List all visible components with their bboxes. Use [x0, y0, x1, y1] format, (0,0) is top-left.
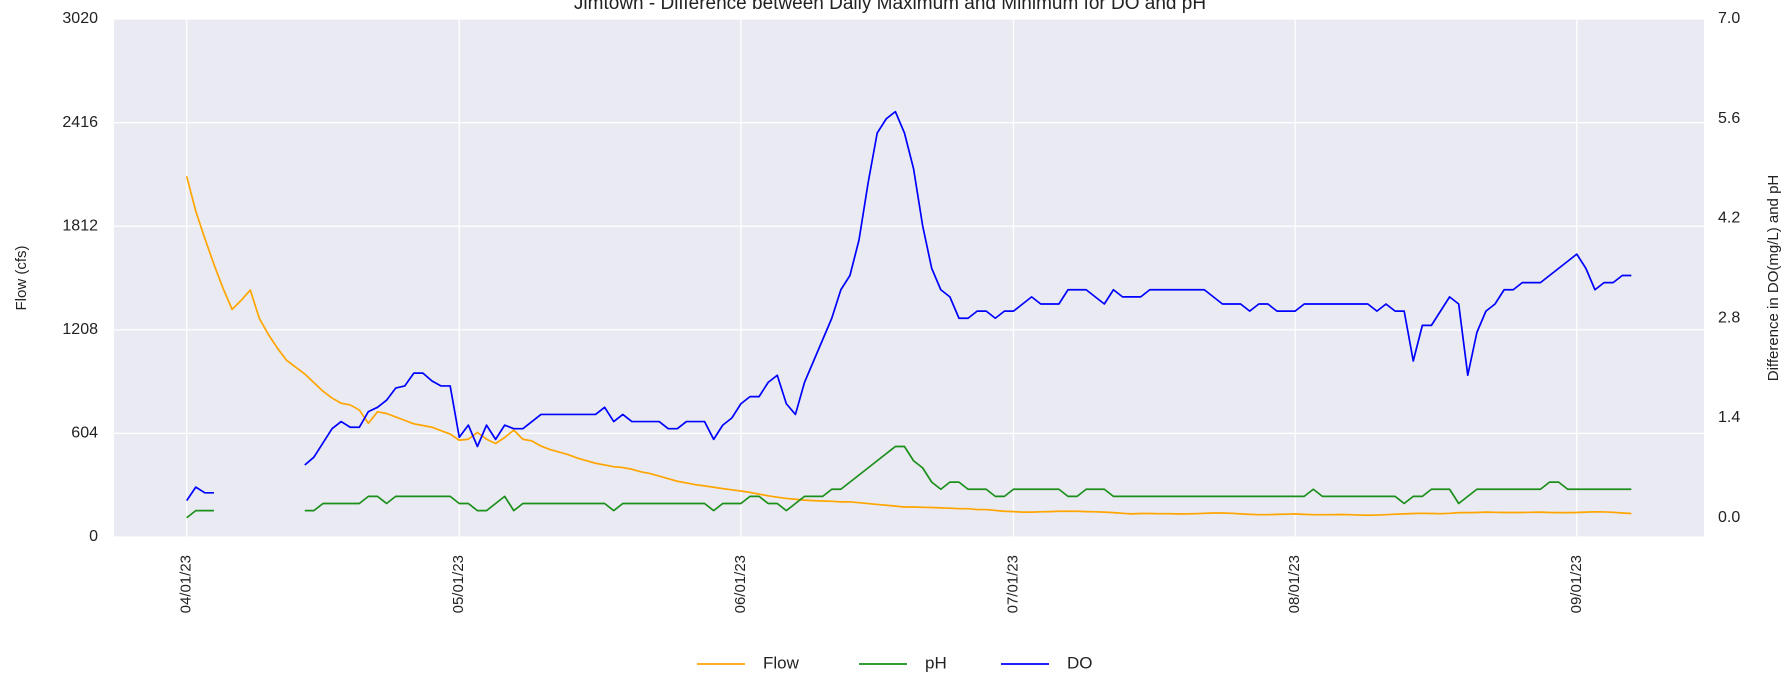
y2-tick-label: 5.6	[1718, 110, 1740, 127]
grid	[114, 18, 1704, 538]
y-tick-label: 0	[89, 528, 98, 545]
y-tick-label: 3020	[62, 10, 98, 27]
y-tick-label: 1812	[62, 217, 98, 234]
legend-label: pH	[925, 653, 947, 672]
legend-label: DO	[1067, 653, 1093, 672]
y-tick-label: 2416	[62, 114, 98, 131]
series-line	[185, 176, 1632, 517]
lines	[185, 110, 1632, 519]
x-tick-label: 06/01/23	[732, 555, 749, 613]
x-tick-label: 04/01/23	[178, 555, 195, 613]
y-axis-label: Flow (cfs)	[13, 246, 30, 311]
y2-tick-label: 2.8	[1718, 309, 1740, 326]
y2-tick-label: 7.0	[1718, 10, 1740, 27]
plot-area	[114, 19, 1704, 537]
y2-axis-label: Difference in DO(mg/L) and pH	[1765, 175, 1782, 381]
y2-tick-label: 0.0	[1718, 509, 1740, 526]
x-tick-label: 05/01/23	[450, 555, 467, 613]
y-tick-label: 604	[71, 425, 98, 442]
legend-label: Flow	[763, 653, 800, 672]
x-tick-label: 08/01/23	[1286, 555, 1303, 613]
y2-tick-label: 1.4	[1718, 409, 1740, 426]
series-line	[186, 445, 1632, 519]
series-line	[185, 110, 1632, 502]
y2-tick-label: 4.2	[1718, 210, 1740, 227]
x-tick-label: 09/01/23	[1568, 555, 1585, 613]
y-tick-label: 1208	[62, 321, 98, 338]
chart-title: Jimtown - Difference between Daily Maxim…	[574, 0, 1206, 14]
legend: Flow pH DO	[697, 653, 1093, 672]
x-tick-label: 07/01/23	[1004, 555, 1021, 613]
